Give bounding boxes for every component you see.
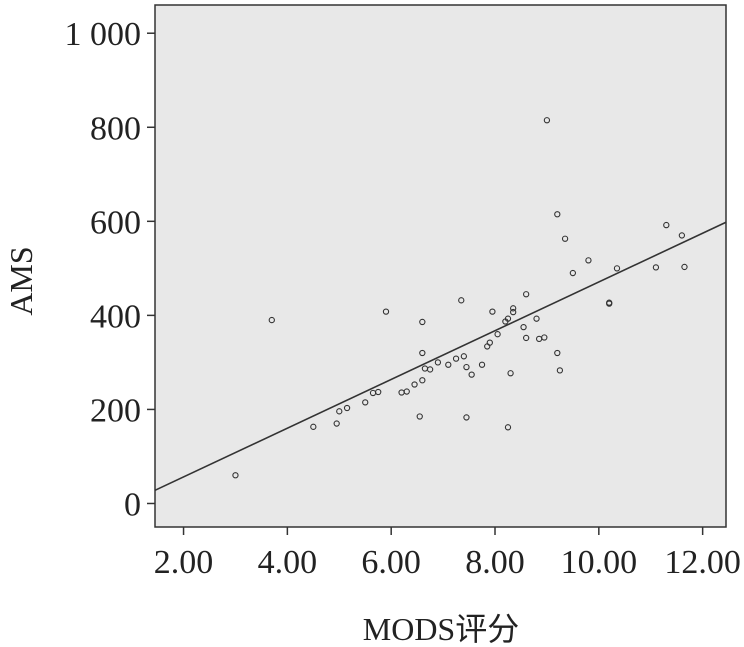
x-tick-labels: 2.00 4.00 6.00 8.00 10.00 12.00 <box>154 544 741 581</box>
y-tick-label: 800 <box>90 110 141 147</box>
y-tick-label: 400 <box>90 298 141 335</box>
y-tick-labels: 0 200 400 600 800 1 000 <box>65 16 142 523</box>
x-tick-label: 2.00 <box>154 544 214 581</box>
y-tick-label: 0 <box>124 486 141 523</box>
x-tick-label: 12.00 <box>664 544 741 581</box>
y-tick-label: 200 <box>90 392 141 429</box>
y-axis-title: AMS <box>3 246 39 315</box>
x-tick-label: 10.00 <box>561 544 638 581</box>
x-axis-title: MODS评分 <box>363 611 519 647</box>
x-tick-label: 4.00 <box>258 544 318 581</box>
y-tick-label: 1 000 <box>65 16 142 53</box>
x-tick-label: 6.00 <box>361 544 421 581</box>
y-tick-label: 600 <box>90 204 141 241</box>
x-tick-label: 8.00 <box>465 544 525 581</box>
plot-area <box>155 5 726 527</box>
